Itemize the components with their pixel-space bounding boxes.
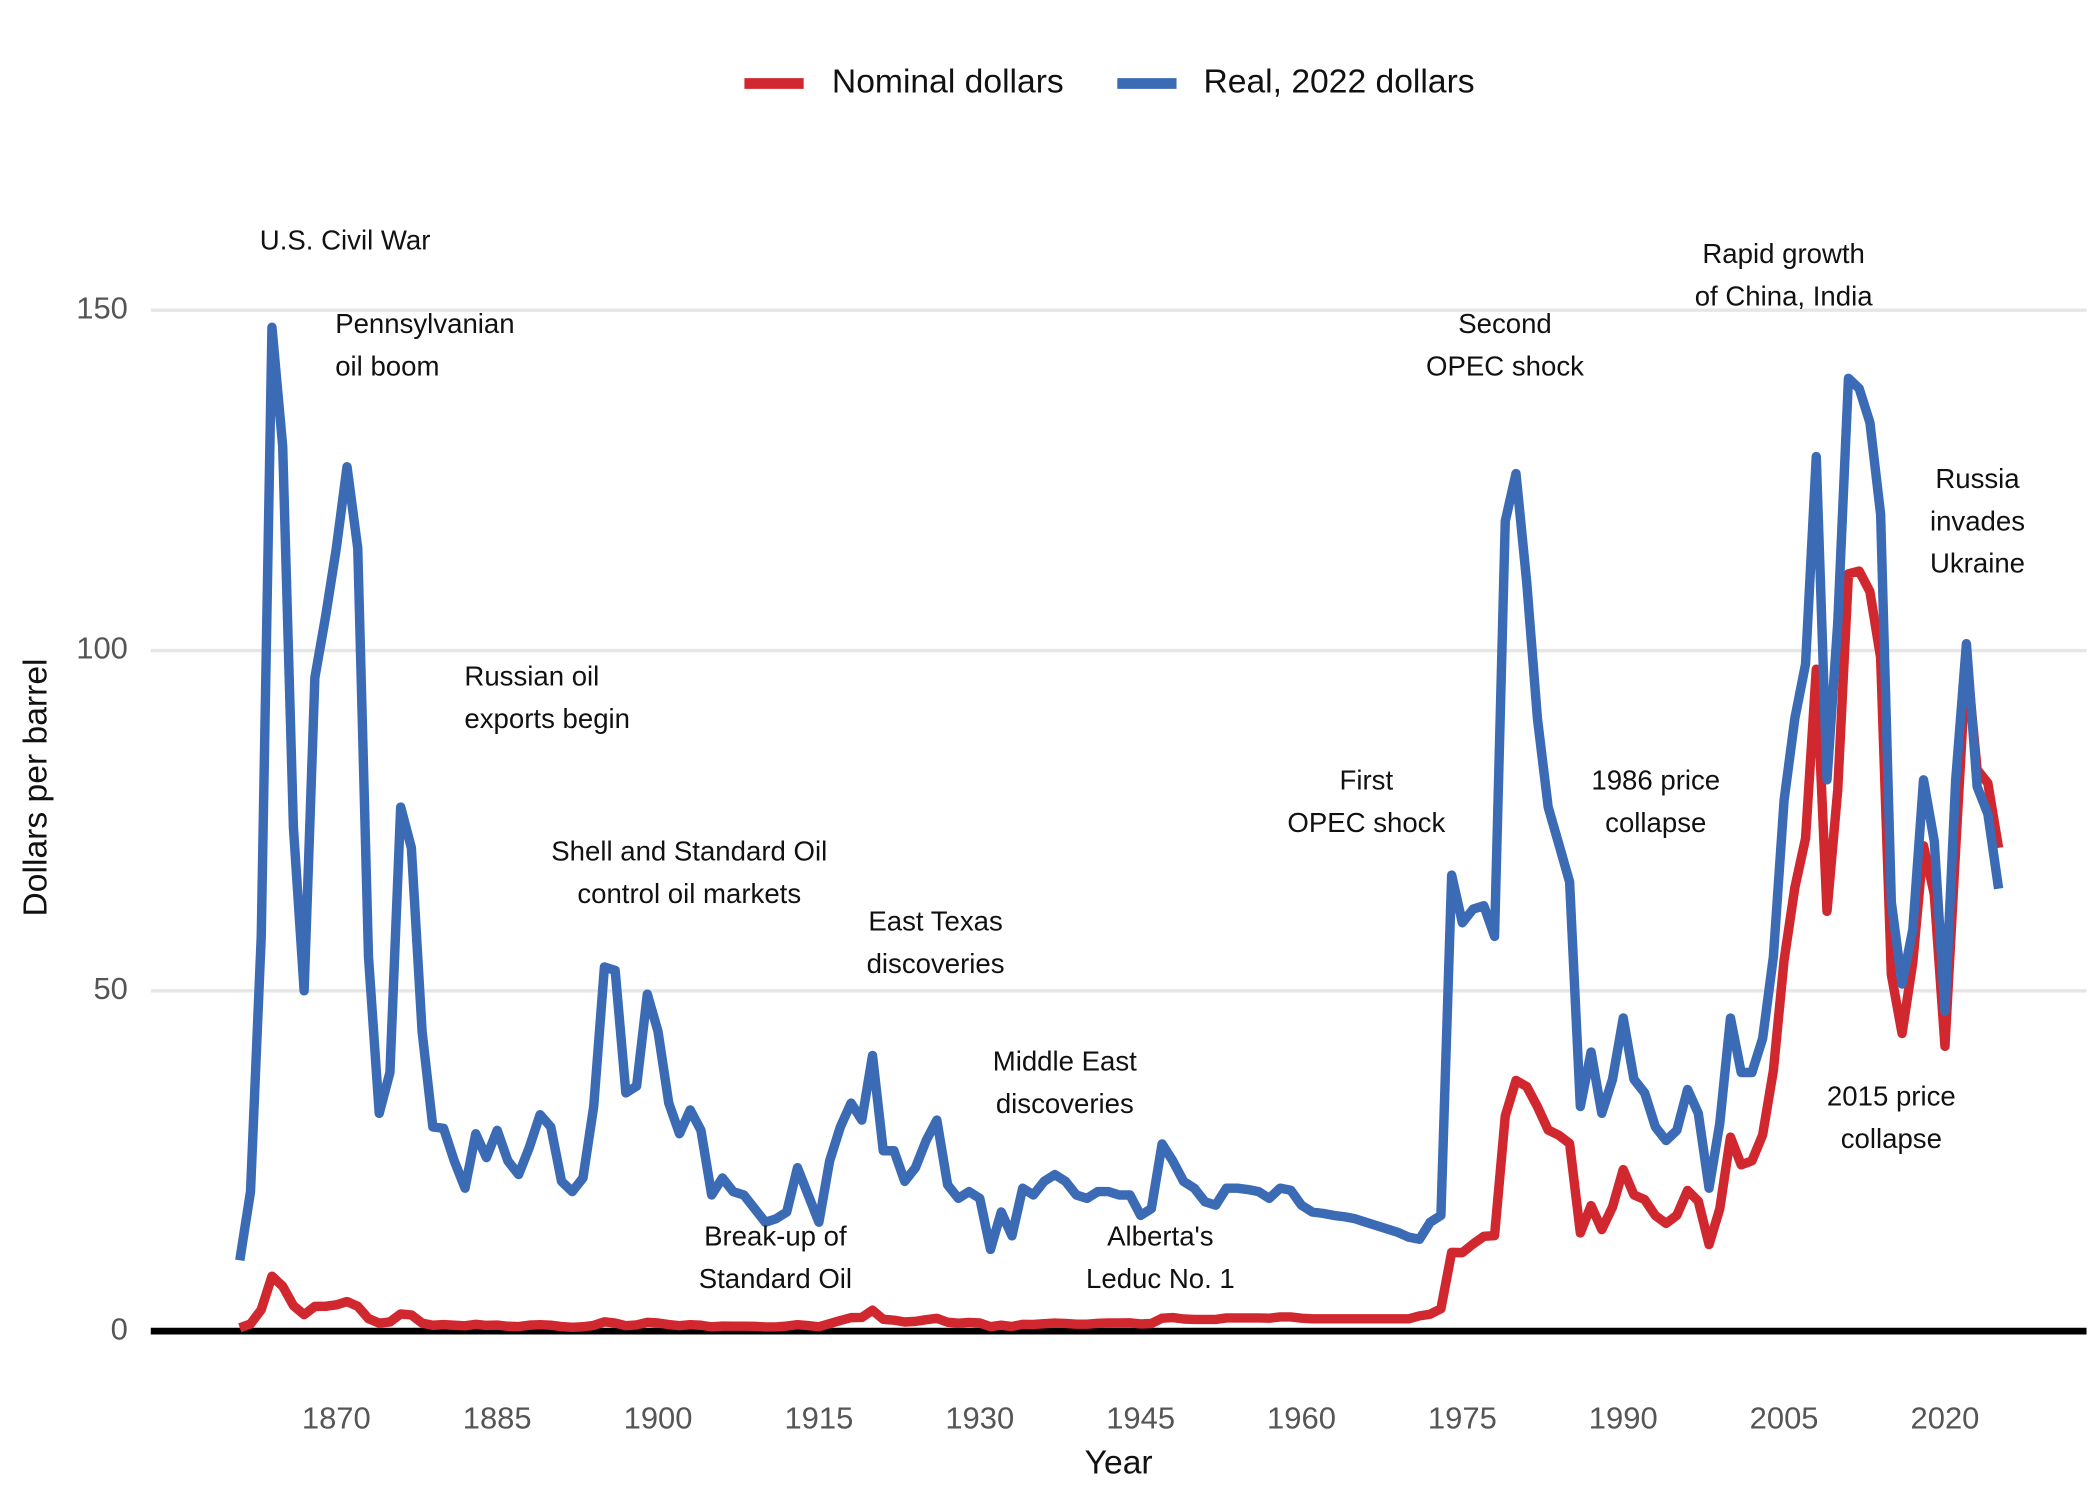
- legend-label: Real, 2022 dollars: [1203, 63, 1474, 100]
- y-tick-label: 100: [76, 631, 128, 666]
- x-tick-label: 1945: [1106, 1400, 1175, 1435]
- annotation: Leduc No. 1: [1086, 1263, 1235, 1294]
- annotation: discoveries: [867, 948, 1005, 979]
- x-tick-label: 1990: [1589, 1400, 1658, 1435]
- x-tick-label: 1915: [784, 1400, 853, 1435]
- annotation: First: [1340, 764, 1394, 795]
- y-axis-label: Dollars per barrel: [18, 658, 55, 916]
- annotation: OPEC shock: [1287, 807, 1445, 838]
- annotation: collapse: [1841, 1123, 1942, 1154]
- annotation: U.S. Civil War: [260, 225, 431, 256]
- annotation: invades: [1930, 505, 2025, 536]
- annotation: collapse: [1605, 807, 1706, 838]
- annotation: Shell and Standard Oil: [551, 836, 827, 867]
- annotation: Pennsylvanian: [335, 308, 514, 339]
- annotation: East Texas: [868, 906, 1002, 937]
- series-line: [238, 566, 2004, 1333]
- x-tick-label: 2005: [1750, 1400, 1819, 1435]
- x-tick-label: 1870: [302, 1400, 371, 1435]
- annotation: Alberta's: [1107, 1221, 1213, 1252]
- annotation: OPEC shock: [1426, 350, 1584, 381]
- annotation: 2015 price: [1827, 1081, 1956, 1112]
- annotation: Russian oil: [464, 661, 599, 692]
- series-line: [235, 322, 2004, 1262]
- y-tick-label: 0: [111, 1311, 128, 1346]
- x-tick-label: 2020: [1911, 1400, 1980, 1435]
- x-tick-label: 1900: [624, 1400, 693, 1435]
- x-tick-label: 1885: [463, 1400, 532, 1435]
- annotation: Second: [1458, 308, 1552, 339]
- annotation: Russia: [1935, 463, 2020, 494]
- annotation: oil boom: [335, 350, 439, 381]
- x-tick-label: 1960: [1267, 1400, 1336, 1435]
- annotation: Ukraine: [1930, 548, 2025, 579]
- x-tick-label: 1930: [945, 1400, 1014, 1435]
- annotation: Middle East: [993, 1046, 1137, 1077]
- annotation: discoveries: [996, 1088, 1134, 1119]
- x-axis-label: Year: [1085, 1444, 1153, 1481]
- annotation: Standard Oil: [699, 1263, 852, 1294]
- annotation: of China, India: [1695, 280, 1874, 311]
- annotation: Break-up of: [704, 1221, 847, 1252]
- y-tick-label: 150: [76, 290, 128, 325]
- annotation: exports begin: [464, 703, 630, 734]
- annotation: 1986 price: [1591, 764, 1720, 795]
- annotation: Rapid growth: [1702, 238, 1865, 269]
- legend-label: Nominal dollars: [832, 63, 1064, 100]
- x-tick-label: 1975: [1428, 1400, 1497, 1435]
- annotation: control oil markets: [577, 878, 801, 909]
- y-tick-label: 50: [93, 971, 127, 1006]
